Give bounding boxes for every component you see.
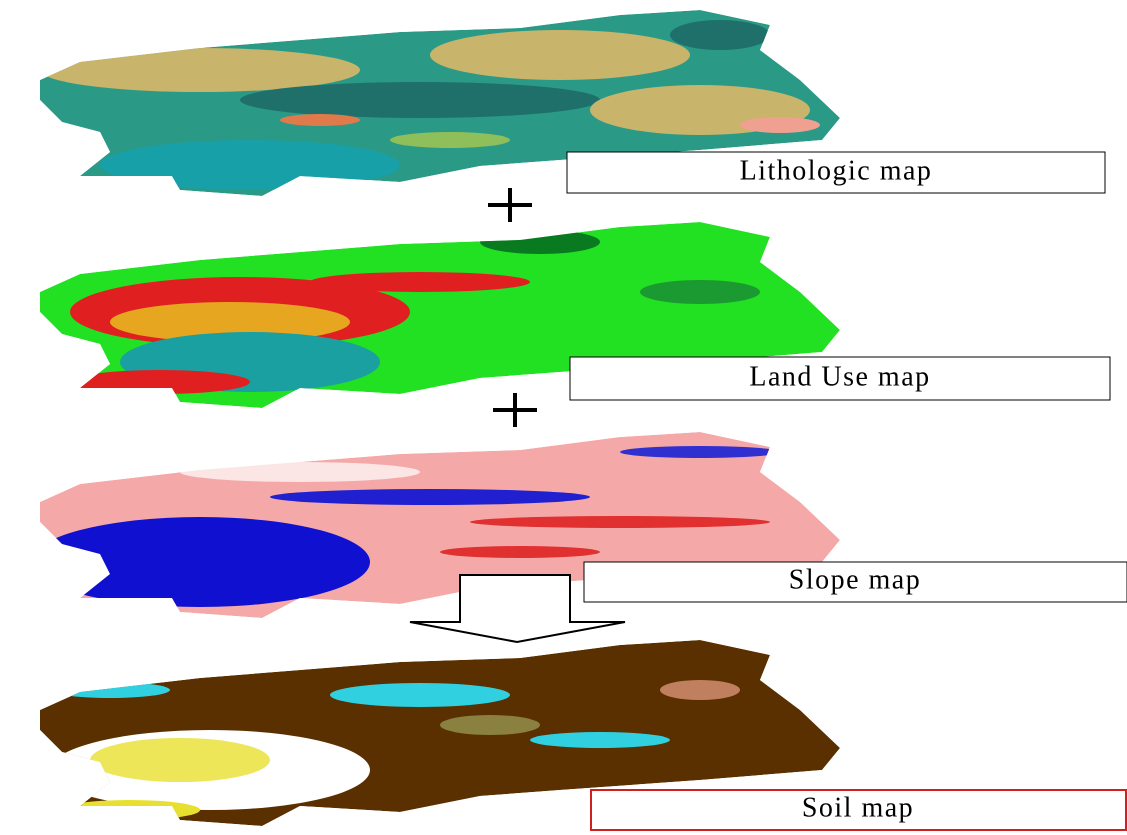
diagram: Lithologic map Land Use map Slope map bbox=[0, 0, 1127, 835]
plus-sign bbox=[488, 188, 532, 222]
map-label: Soil map bbox=[802, 792, 914, 823]
plus-sign bbox=[493, 393, 537, 427]
map-label: Slope map bbox=[789, 564, 922, 595]
map-label: Lithologic map bbox=[740, 155, 933, 186]
map-label: Land Use map bbox=[749, 361, 930, 392]
